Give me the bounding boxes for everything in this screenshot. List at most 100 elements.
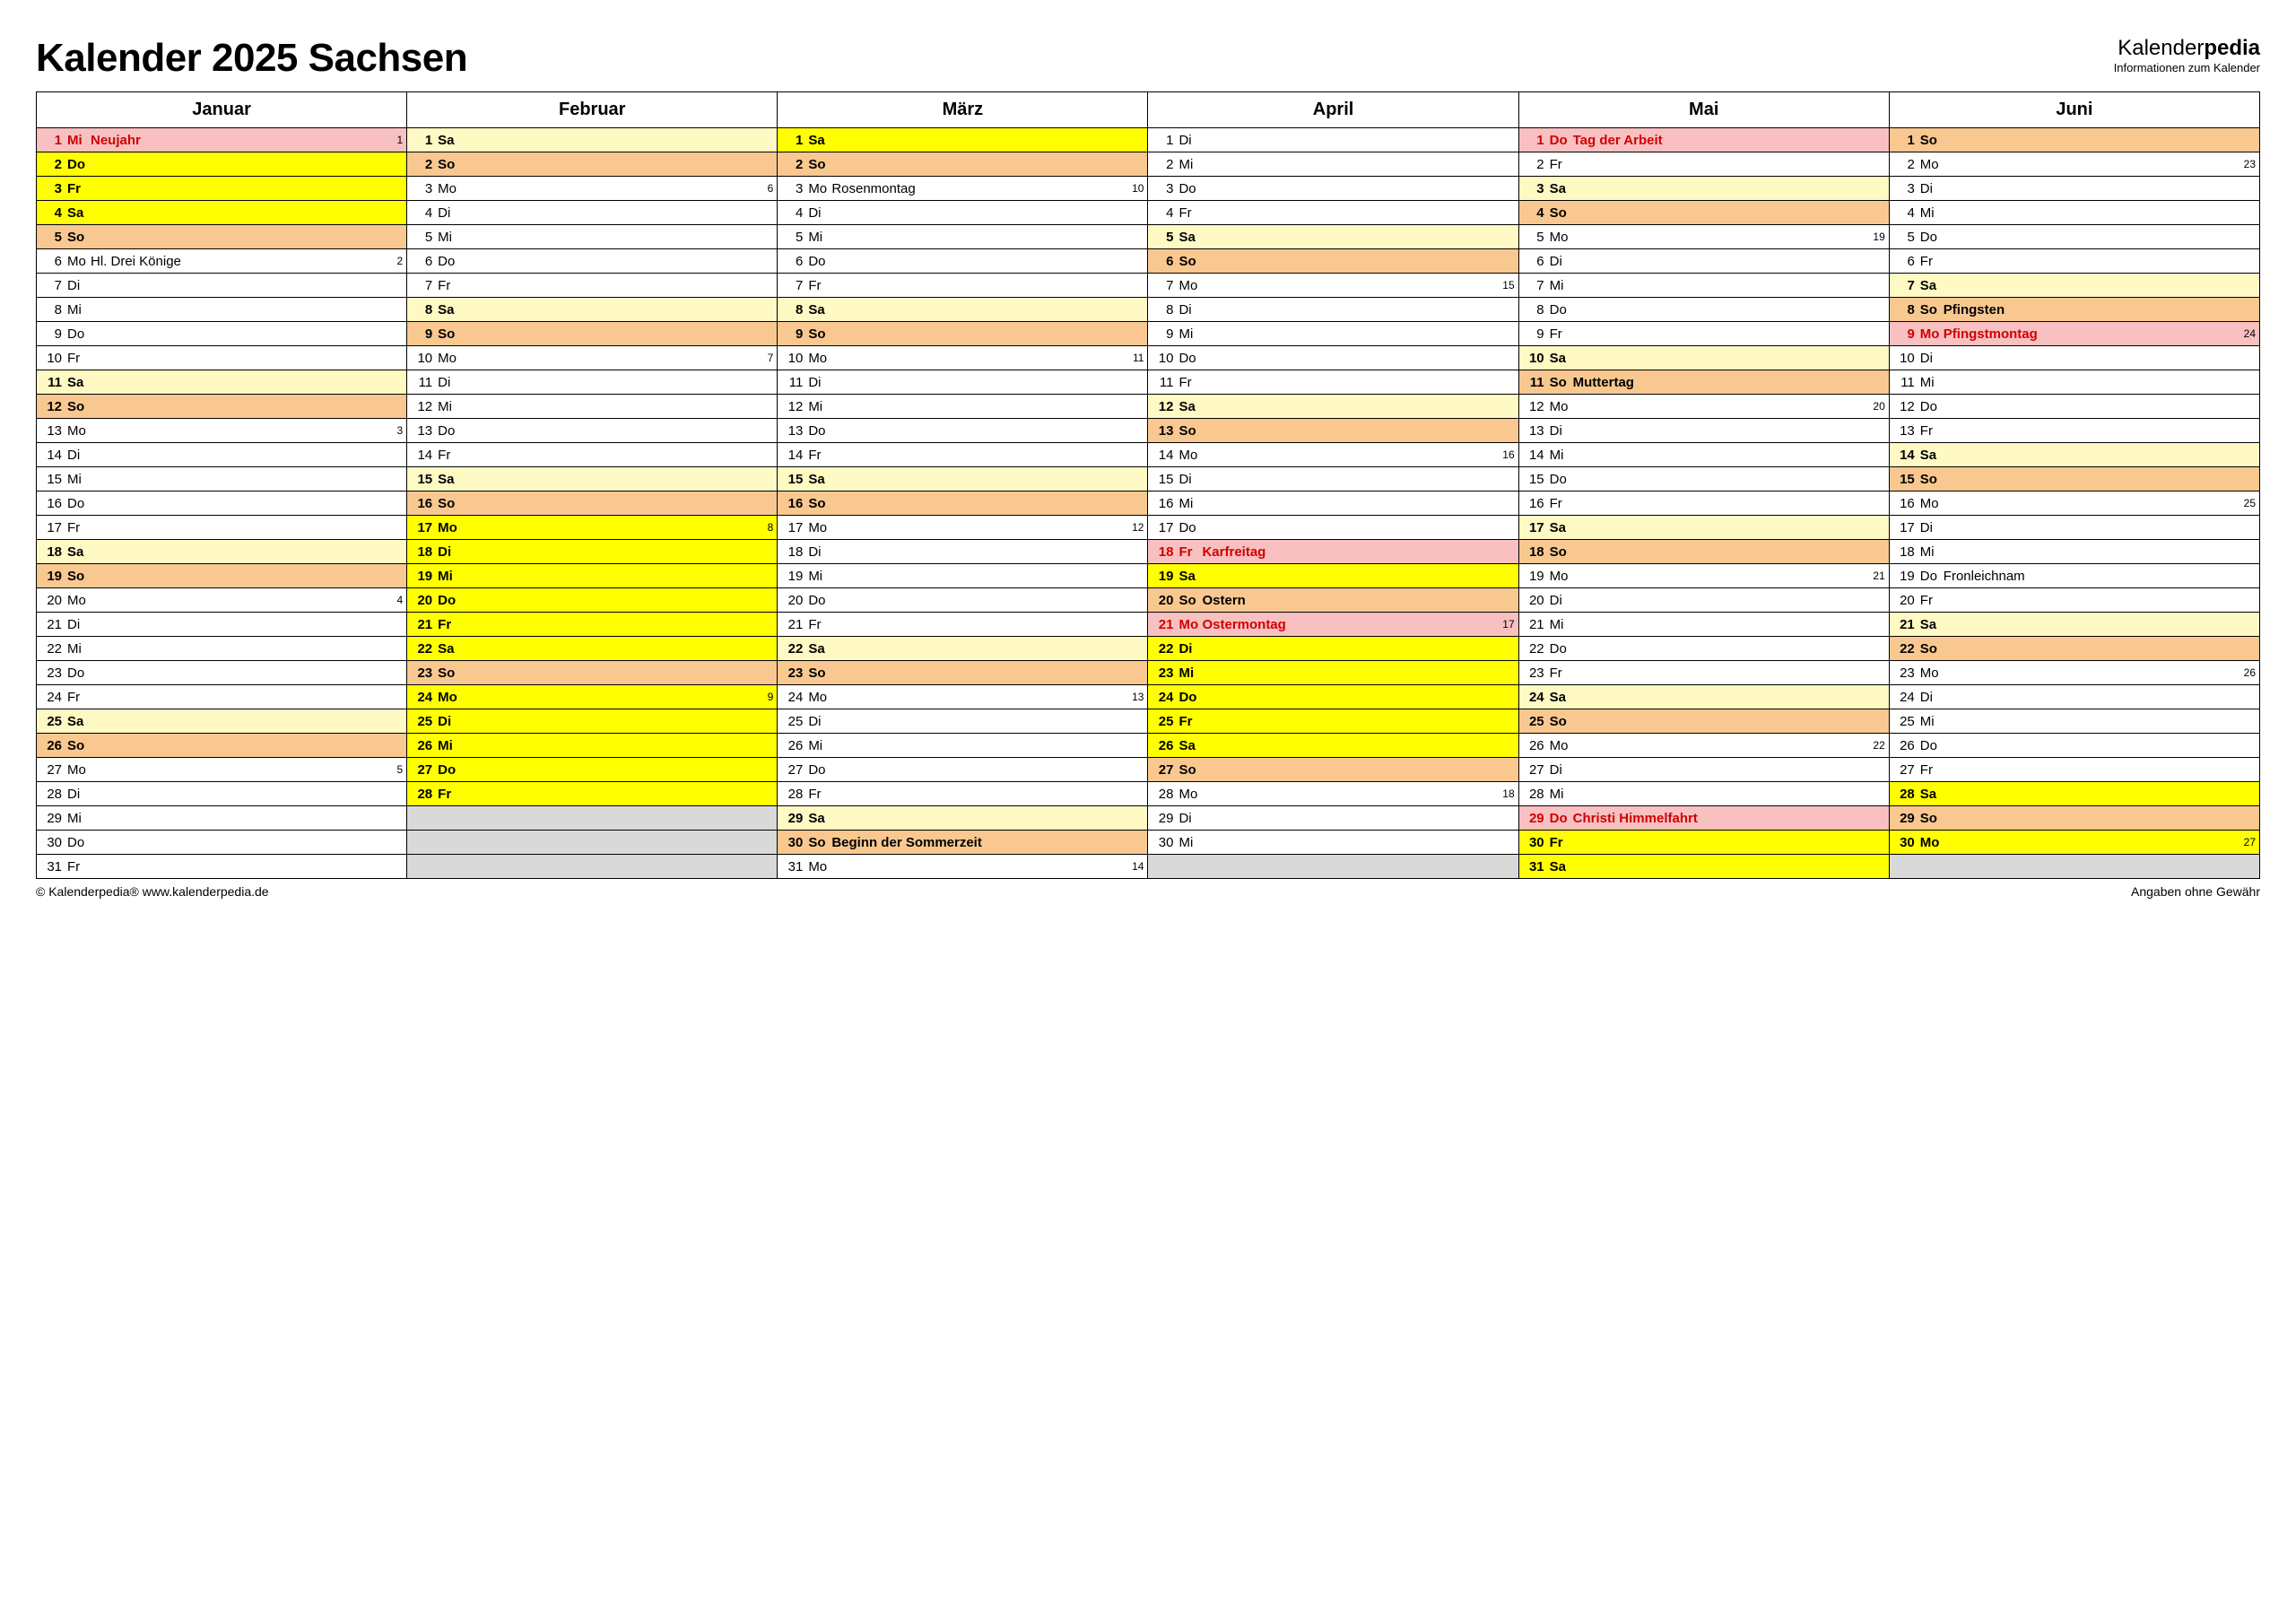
day-cell: 27Fr bbox=[1889, 758, 2259, 782]
day-number: 25 bbox=[42, 714, 67, 729]
day-cell: 3Sa bbox=[1518, 177, 1889, 201]
day-number: 11 bbox=[42, 375, 67, 390]
day-of-week: Fr bbox=[67, 859, 91, 874]
day-number: 5 bbox=[413, 230, 438, 245]
day-number: 9 bbox=[413, 326, 438, 342]
day-number: 2 bbox=[1895, 157, 1920, 172]
day-number: 1 bbox=[413, 133, 438, 148]
calendar-row: 14Di14Fr14Fr14Mo1614Mi14Sa bbox=[37, 443, 2260, 467]
day-cell: 25Sa bbox=[37, 709, 407, 734]
day-cell: 15Mi bbox=[37, 467, 407, 491]
day-number: 22 bbox=[1525, 641, 1550, 657]
day-number: 19 bbox=[1525, 569, 1550, 584]
day-cell: 10Do bbox=[1148, 346, 1518, 370]
day-cell: 2Mo23 bbox=[1889, 152, 2259, 177]
day-cell: 24Sa bbox=[1518, 685, 1889, 709]
day-cell: 11Di bbox=[778, 370, 1148, 395]
day-number: 26 bbox=[1525, 738, 1550, 753]
day-number: 11 bbox=[1153, 375, 1178, 390]
day-of-week: Do bbox=[1920, 230, 1944, 245]
day-number: 29 bbox=[1153, 811, 1178, 826]
day-cell: 7Sa bbox=[1889, 274, 2259, 298]
day-of-week: So bbox=[438, 496, 461, 511]
day-number: 16 bbox=[413, 496, 438, 511]
day-label: Tag der Arbeit bbox=[1573, 133, 1885, 148]
day-number: 20 bbox=[413, 593, 438, 608]
day-cell: 3Fr bbox=[37, 177, 407, 201]
day-number: 18 bbox=[1895, 544, 1920, 560]
day-number: 24 bbox=[1895, 690, 1920, 705]
day-cell: 20Di bbox=[1518, 588, 1889, 613]
day-of-week: Do bbox=[438, 254, 461, 269]
day-of-week: Mo bbox=[1178, 448, 1202, 463]
day-number: 28 bbox=[1153, 787, 1178, 802]
day-cell: 8Sa bbox=[407, 298, 778, 322]
day-of-week: Fr bbox=[1178, 375, 1202, 390]
day-of-week: So bbox=[1550, 375, 1573, 390]
day-cell: 4Sa bbox=[37, 201, 407, 225]
day-cell: 24Di bbox=[1889, 685, 2259, 709]
day-number: 4 bbox=[413, 205, 438, 221]
day-number: 20 bbox=[1525, 593, 1550, 608]
day-of-week: So bbox=[438, 326, 461, 342]
day-of-week: Mo bbox=[1920, 157, 1944, 172]
day-number: 14 bbox=[1153, 448, 1178, 463]
day-number: 1 bbox=[1525, 133, 1550, 148]
week-number: 2 bbox=[393, 255, 403, 267]
day-number: 27 bbox=[1525, 762, 1550, 778]
day-number: 18 bbox=[42, 544, 67, 560]
day-number: 2 bbox=[413, 157, 438, 172]
day-of-week: Mo bbox=[67, 423, 91, 439]
day-of-week: Di bbox=[1178, 811, 1202, 826]
day-number: 25 bbox=[783, 714, 808, 729]
day-cell: 29So bbox=[1889, 806, 2259, 831]
day-of-week: Di bbox=[1920, 351, 1944, 366]
day-cell bbox=[407, 831, 778, 855]
day-number: 11 bbox=[1895, 375, 1920, 390]
day-number: 11 bbox=[1525, 375, 1550, 390]
day-number: 7 bbox=[42, 278, 67, 293]
day-cell: 22So bbox=[1889, 637, 2259, 661]
day-cell: 21MoOstermontag17 bbox=[1148, 613, 1518, 637]
day-cell: 25So bbox=[1518, 709, 1889, 734]
day-cell: 11SoMuttertag bbox=[1518, 370, 1889, 395]
calendar-row: 28Di28Fr28Fr28Mo1828Mi28Sa bbox=[37, 782, 2260, 806]
day-number: 2 bbox=[1525, 157, 1550, 172]
day-of-week: Sa bbox=[1178, 399, 1202, 414]
day-of-week: Fr bbox=[438, 278, 461, 293]
week-number: 6 bbox=[764, 182, 774, 195]
day-of-week: Do bbox=[1178, 520, 1202, 535]
calendar-row: 22Mi22Sa22Sa22Di22Do22So bbox=[37, 637, 2260, 661]
day-cell: 1DoTag der Arbeit bbox=[1518, 128, 1889, 152]
day-of-week: Mi bbox=[438, 569, 461, 584]
day-cell: 19DoFronleichnam bbox=[1889, 564, 2259, 588]
day-number: 30 bbox=[1153, 835, 1178, 850]
day-cell: 20Do bbox=[407, 588, 778, 613]
day-number: 1 bbox=[1153, 133, 1178, 148]
day-of-week: Fr bbox=[1550, 665, 1573, 681]
day-number: 5 bbox=[1153, 230, 1178, 245]
day-cell: 16Mi bbox=[1148, 491, 1518, 516]
day-number: 3 bbox=[42, 181, 67, 196]
day-cell: 19So bbox=[37, 564, 407, 588]
brand-subtitle: Informationen zum Kalender bbox=[2114, 61, 2260, 74]
day-of-week: Di bbox=[1920, 690, 1944, 705]
day-number: 31 bbox=[1525, 859, 1550, 874]
day-of-week: Sa bbox=[67, 714, 91, 729]
day-of-week: So bbox=[67, 230, 91, 245]
day-cell bbox=[1148, 855, 1518, 879]
brand-name: Kalenderpedia bbox=[2114, 36, 2260, 61]
day-of-week: Di bbox=[1550, 593, 1573, 608]
day-number: 12 bbox=[42, 399, 67, 414]
month-header: Januar bbox=[37, 92, 407, 128]
day-cell: 15Do bbox=[1518, 467, 1889, 491]
day-of-week: So bbox=[808, 157, 831, 172]
day-cell: 4So bbox=[1518, 201, 1889, 225]
day-number: 6 bbox=[1153, 254, 1178, 269]
day-of-week: Fr bbox=[1550, 157, 1573, 172]
calendar-row: 18Sa18Di18Di18FrKarfreitag18So18Mi bbox=[37, 540, 2260, 564]
day-cell: 25Fr bbox=[1148, 709, 1518, 734]
day-cell: 13So bbox=[1148, 419, 1518, 443]
day-number: 5 bbox=[1895, 230, 1920, 245]
day-of-week: Do bbox=[1550, 811, 1573, 826]
